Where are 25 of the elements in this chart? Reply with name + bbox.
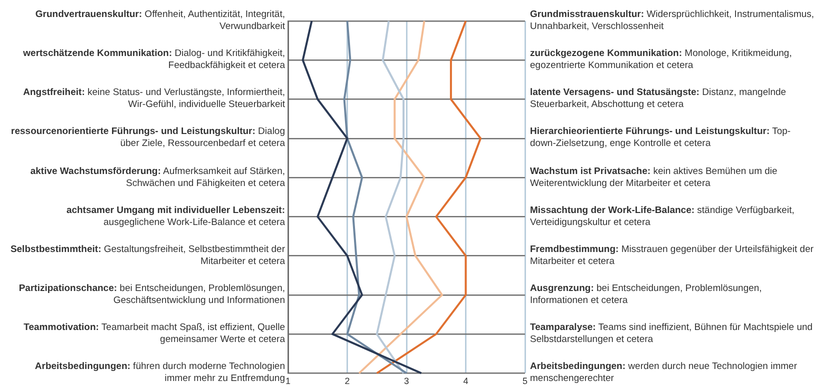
y-tick-label: Teammotivation: Teamarbeit macht Spaß, ist effizient, Quelle gemeinsamer Werte et cetera	[24, 322, 285, 346]
y-tick-label: Grundvertrauenskultur: Offenheit, Authentizität, Integrität, Verwundbarkeit	[35, 9, 285, 32]
x-tick-label: 5	[522, 376, 528, 386]
y-tick-label: Arbeitsbedingungen: führen durch moderne Technologien immer mehr zu Entfremdung	[34, 361, 285, 384]
x-tick-label: 4	[463, 376, 468, 386]
y2-tick-label: Wachstum ist Privatsache: kein aktives Bemühen um die Weiterentwicklung der Mitarbeiter et cetera	[530, 166, 778, 189]
x-tick-label: 2	[344, 376, 350, 386]
y2-tick-label: Fremdbestimmung: Misstrauen gegenüber der Urteilsfähigkeit der Mitarbeiter et cetera	[530, 244, 814, 267]
y-tick-label: achtsamer Umgang mit individueller Lebenszeit: ausgeglichene Work-Life-Balance et cetera	[66, 204, 285, 228]
y-tick-label: Partizipationschance: bei Entscheidungen, Problemlösungen, Geschäftsentwicklung und Informationen	[18, 282, 285, 306]
x-tick-label: 3	[404, 376, 410, 386]
category-label: Arbeitsbedingungen: werden durch neue Technologien immer menschengerechter	[530, 361, 797, 384]
y2-tick-label: Ausgrenzung: bei Entscheidungen, Problemlösungen, Informationen et cetera	[530, 282, 762, 306]
y2-tick-label: zurückgezogene Kommunikation: Monologe, Kritikmeidung, egozentrierte Kommunikation et cetera	[530, 48, 792, 72]
y-tick-label: Selbstbestimmtheit: Gestaltungsfreiheit, Selbstbestimmtheit der Mitarbeiter et cetera	[10, 244, 285, 267]
y-tick-label: ressourcenorientierte Führungs- und Leistungskultur: Dialog über Ziele, Ressourcenbedarf et cetera	[11, 126, 285, 150]
category-label: Missachtung der Work-Life-Balance: ständige Verfügbarkeit, Verteidigungskultur et cetera	[530, 204, 794, 228]
x-tick-label: 1	[285, 376, 291, 386]
category-label: Hierarchieorientierte Führungs- und Leistungskultur: Top-down-Zielsetzung, enge Kontrolle et cetera	[530, 126, 791, 150]
y2-tick-label: Teamparalyse: Teams sind ineffizient, Bühnen für Machtspiele und Selbstdarstellungen et cetera	[530, 322, 813, 346]
y-tick-label: aktive Wachstumsförderung: Aufmerksamkeit auf Stärken, Schwächen und Fähigkeiten et cetera	[30, 166, 285, 189]
y-tick-label: Angstfreiheit: keine Status- und Verlustängste, Informiertheit, Wir-Gefühl, individuelle Steuerbarkeit	[23, 87, 285, 110]
y-tick-label: wertschätzende Kommunikation: Dialog- und Kritikfähigkeit, Feedbackfähigkeit et cetera	[23, 48, 285, 72]
y2-tick-label: Grundmisstrauenskultur: Widersprüchlichkeit, Instrumentalismus, Unnahbarkeit, Verschlossenheit	[530, 9, 814, 32]
category-label: latente Versagens- und Statusängste: Distanz, mangelnde Steuerbarkeit, Abschottung et cetera	[530, 87, 786, 110]
